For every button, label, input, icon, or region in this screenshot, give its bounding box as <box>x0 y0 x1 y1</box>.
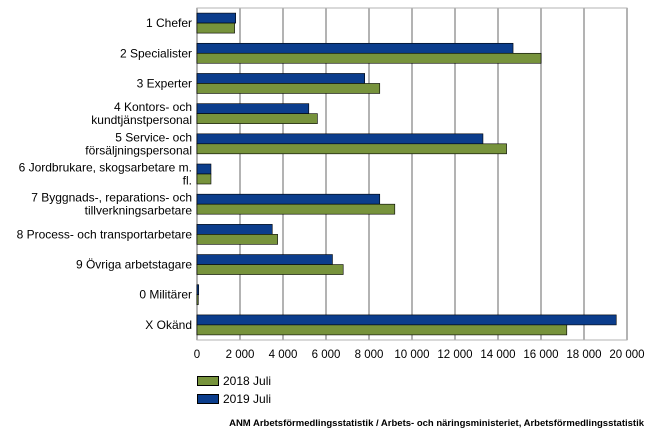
legend: 2018 Juli 2019 Juli <box>197 373 271 409</box>
x-tick-label-6: 12 000 <box>437 349 472 361</box>
category-label-4-line-1: 4 Kontors- och <box>114 100 192 114</box>
bar-2019-6 <box>196 163 212 175</box>
x-tick-label-9: 18 000 <box>566 349 601 361</box>
bar-2018-5 <box>196 143 507 155</box>
bar-2018-4 <box>196 113 318 124</box>
legend-item-2019: 2019 Juli <box>197 391 271 407</box>
category-label-4-line-2: kundtjänstpersonal <box>91 113 192 127</box>
category-label-7-line-2: tillverkningsarbetare <box>85 204 193 218</box>
category-label-10: 0 Militärer <box>139 288 192 302</box>
bar-2018-10 <box>196 294 199 306</box>
category-label-8: 8 Process- och transportarbetare <box>17 227 193 241</box>
x-tick-label-0: 0 <box>194 349 200 361</box>
legend-label-2019: 2019 Juli <box>223 392 272 406</box>
x-tick-label-10: 20 000 <box>609 349 644 361</box>
category-label-2: 2 Specialister <box>120 46 192 60</box>
bar-2019-3 <box>196 73 365 84</box>
bar-chart: 1 Chefer 2 Specialister 3 Experter 4 Kontor… <box>17 7 645 361</box>
bar-2018-1 <box>196 22 235 34</box>
x-tick-label-2: 4 000 <box>269 349 298 361</box>
bar-2018-8 <box>196 234 278 245</box>
category-label-6-line-2: fl. <box>183 174 192 188</box>
category-label-5-line-2: försäljningspersonal <box>85 143 192 157</box>
bar-2019-10 <box>196 284 200 296</box>
legend-swatch-2019 <box>197 394 219 404</box>
legend-label-2018: 2018 Juli <box>223 374 272 388</box>
source-note: ANM Arbetsförmedlingsstatistik / Arbets-… <box>229 418 644 429</box>
bar-2018-6 <box>196 173 212 185</box>
bar-2018-9 <box>196 264 344 275</box>
bar-2019-4 <box>196 103 310 114</box>
bar-2019-2 <box>196 42 514 54</box>
bar-2019-11 <box>196 314 617 326</box>
x-tick-label-3: 6 000 <box>312 349 341 361</box>
x-tick-label-8: 16 000 <box>523 349 558 361</box>
x-tick-label-7: 14 000 <box>480 349 515 361</box>
legend-swatch-2018 <box>197 376 219 386</box>
x-tick-label-4: 8 000 <box>355 349 384 361</box>
category-label-6-line-1: 6 Jordbrukare, skogsarbetare m. <box>19 161 192 175</box>
x-tick-label-1: 2 000 <box>226 349 255 361</box>
x-tick-label-5: 10 000 <box>394 349 429 361</box>
bar-2018-2 <box>196 52 542 64</box>
bar-2019-5 <box>196 133 484 145</box>
bar-2018-3 <box>196 83 381 94</box>
bar-2019-9 <box>196 254 333 265</box>
category-label-3: 3 Experter <box>137 76 192 90</box>
bar-2019-7 <box>196 193 381 205</box>
category-label-7-line-1: 7 Byggnads-, reparations- och <box>31 191 192 205</box>
category-label-11: X Okänd <box>145 318 192 332</box>
bar-2018-7 <box>196 203 396 215</box>
bar-2019-8 <box>196 224 273 235</box>
bar-2019-1 <box>196 12 237 24</box>
category-label-5-line-1: 5 Service- och <box>115 130 192 144</box>
category-label-9: 9 Övriga arbetstagare <box>76 258 192 272</box>
legend-item-2018: 2018 Juli <box>197 373 271 389</box>
category-label-1: 1 Chefer <box>146 16 192 30</box>
bar-2018-11 <box>196 324 568 336</box>
